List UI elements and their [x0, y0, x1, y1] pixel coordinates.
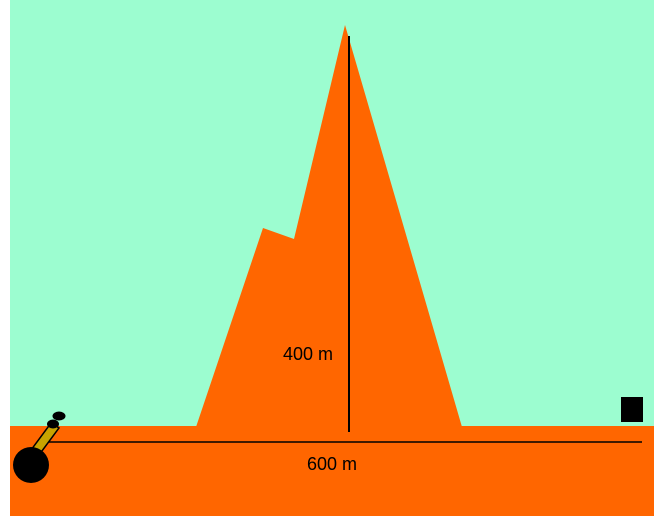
ground — [10, 426, 654, 516]
target-box[interactable] — [621, 397, 643, 422]
distance-label: 600 m — [307, 454, 357, 474]
cannon-wheel — [13, 447, 49, 483]
height-label: 400 m — [283, 344, 333, 364]
cannonball-icon — [52, 411, 66, 421]
cannon-muzzle — [47, 419, 59, 429]
mountain-shape — [196, 25, 462, 427]
cannon-icon[interactable] — [13, 411, 66, 484]
